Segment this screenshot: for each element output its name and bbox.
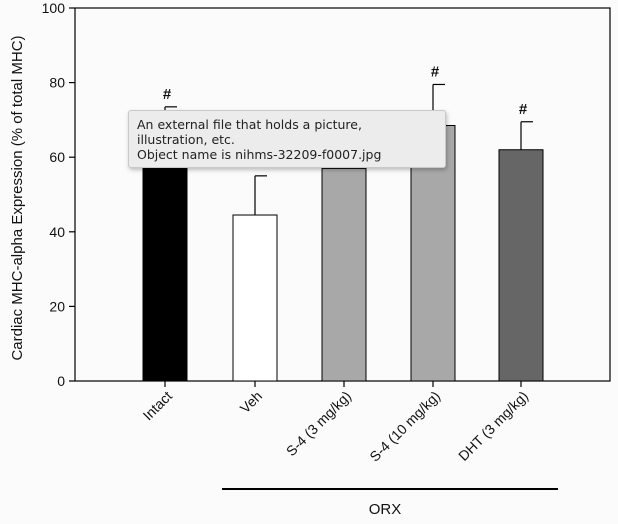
tooltip-line-1: An external file that holds a picture, xyxy=(137,117,362,132)
image-tooltip: An external file that holds a picture, i… xyxy=(128,110,446,168)
significance-marker: # xyxy=(163,86,172,103)
tooltip-line-3: Object name is nihms-32209-f0007.jpg xyxy=(137,147,382,162)
x-tick-label: Veh xyxy=(237,388,265,416)
orx-group-label: ORX xyxy=(369,501,402,518)
x-tick-label: Intact xyxy=(140,388,176,424)
y-tick-label: 100 xyxy=(42,0,66,16)
y-tick-label: 20 xyxy=(49,298,65,314)
x-tick-label: S-4 (3 mg/kg) xyxy=(283,388,354,459)
x-axis: Intact Veh S-4 (3 mg/kg) S-4 (10 mg/kg) DHT … xyxy=(140,381,531,465)
bar xyxy=(410,124,456,382)
bar xyxy=(321,167,367,382)
y-tick-label: 0 xyxy=(57,373,65,389)
bar xyxy=(232,214,278,382)
tooltip-line-2: illustration, etc. xyxy=(137,132,235,147)
y-tick-label: 80 xyxy=(49,75,65,91)
significance-marker: # xyxy=(519,101,528,118)
y-tick-label: 40 xyxy=(49,224,65,240)
x-tick-label: S-4 (10 mg/kg) xyxy=(366,388,443,465)
x-tick-label: DHT (3 mg/kg) xyxy=(455,388,531,464)
y-axis-label: Cardiac MHC-alpha Expression (% of total… xyxy=(9,35,26,360)
y-tick-label: 60 xyxy=(49,149,65,165)
bar xyxy=(498,149,544,382)
significance-marker: # xyxy=(431,63,440,80)
